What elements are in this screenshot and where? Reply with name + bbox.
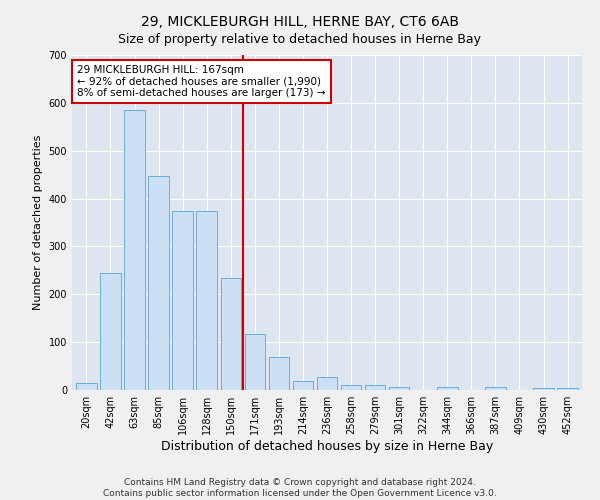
Bar xyxy=(196,212,217,390)
Text: Size of property relative to detached houses in Herne Bay: Size of property relative to detached ho… xyxy=(119,32,482,46)
Bar xyxy=(269,358,289,390)
Bar xyxy=(437,386,458,390)
X-axis label: Distribution of detached houses by size in Herne Bay: Distribution of detached houses by size … xyxy=(161,440,493,453)
Bar xyxy=(557,388,578,390)
Bar xyxy=(293,382,313,390)
Bar xyxy=(148,176,169,390)
Bar xyxy=(100,273,121,390)
Bar xyxy=(245,334,265,390)
Text: 29, MICKLEBURGH HILL, HERNE BAY, CT6 6AB: 29, MICKLEBURGH HILL, HERNE BAY, CT6 6AB xyxy=(141,15,459,29)
Bar xyxy=(389,386,409,390)
Bar xyxy=(76,383,97,390)
Bar xyxy=(365,385,385,390)
Bar xyxy=(317,376,337,390)
Bar xyxy=(533,388,554,390)
Bar xyxy=(172,212,193,390)
Bar xyxy=(485,386,506,390)
Bar xyxy=(124,110,145,390)
Text: 29 MICKLEBURGH HILL: 167sqm
← 92% of detached houses are smaller (1,990)
8% of s: 29 MICKLEBURGH HILL: 167sqm ← 92% of det… xyxy=(77,65,326,98)
Y-axis label: Number of detached properties: Number of detached properties xyxy=(33,135,43,310)
Bar xyxy=(341,385,361,390)
Bar xyxy=(221,278,241,390)
Text: Contains HM Land Registry data © Crown copyright and database right 2024.
Contai: Contains HM Land Registry data © Crown c… xyxy=(103,478,497,498)
